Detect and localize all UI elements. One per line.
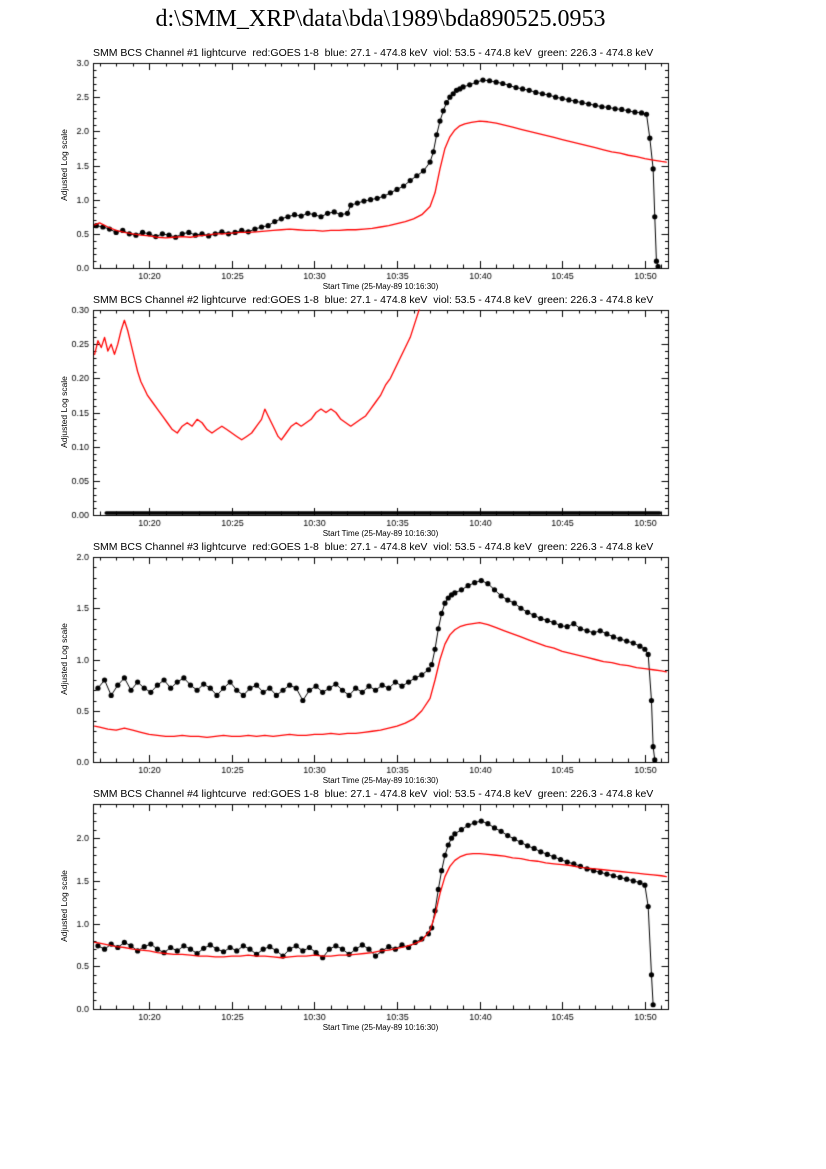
x-axis-label: Start Time (25-May-89 10:16:30) (322, 282, 439, 291)
page-title: d:\SMM_XRP\data\bda\1989\bda890525.0953 (155, 6, 606, 32)
x-axis-label: Start Time (25-May-89 10:16:30) (322, 776, 439, 785)
lightcurve-plot-canvas (0, 553, 740, 785)
chart-panel-channel-2: SMM BCS Channel #2 lightcurve red:GOES 1… (0, 293, 826, 540)
lightcurve-plot-canvas (0, 306, 740, 538)
x-axis-label: Start Time (25-May-89 10:16:30) (322, 529, 439, 538)
chart-panel-channel-1: SMM BCS Channel #1 lightcurve red:GOES 1… (0, 46, 826, 293)
chart-title: SMM BCS Channel #2 lightcurve red:GOES 1… (93, 294, 654, 306)
chart-title: SMM BCS Channel #3 lightcurve red:GOES 1… (93, 541, 654, 553)
chart-panel-channel-3: SMM BCS Channel #3 lightcurve red:GOES 1… (0, 540, 826, 787)
lightcurve-plot-canvas (0, 59, 740, 291)
chart-title: SMM BCS Channel #4 lightcurve red:GOES 1… (93, 788, 654, 800)
lightcurve-plot-canvas (0, 800, 740, 1032)
chart-title: SMM BCS Channel #1 lightcurve red:GOES 1… (93, 47, 654, 59)
chart-panel-channel-4: SMM BCS Channel #4 lightcurve red:GOES 1… (0, 787, 826, 1034)
x-axis-label: Start Time (25-May-89 10:16:30) (322, 1023, 439, 1032)
